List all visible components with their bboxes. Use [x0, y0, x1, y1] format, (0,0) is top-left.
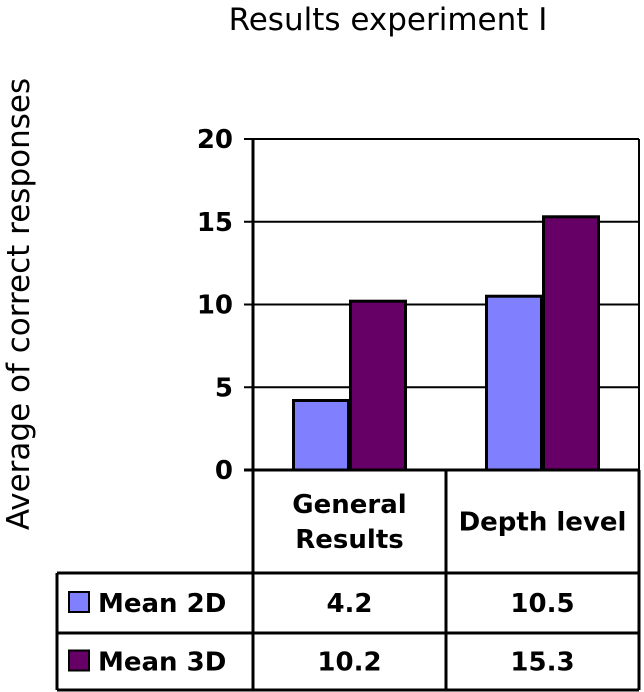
- plot-area: 0 5 10 15 20: [197, 125, 640, 486]
- y-tick-label: 0: [215, 456, 233, 486]
- bar: [292, 398, 350, 472]
- series-name: Mean 3D: [98, 648, 226, 678]
- y-tick-label: 15: [197, 208, 233, 238]
- category-label: Depth level: [459, 508, 627, 538]
- data-value: 15.3: [510, 648, 574, 678]
- data-value: 10.5: [510, 589, 574, 619]
- category-label: Results: [295, 525, 403, 555]
- chart-title: Results experiment I: [229, 2, 548, 38]
- bar: [485, 294, 543, 472]
- y-axis-label: Average of correct responses: [1, 78, 37, 530]
- bar: [349, 299, 407, 472]
- data-table: General Results Depth level Mean 2D 4.2 10.5 M…: [55, 470, 641, 692]
- data-value: 4.2: [326, 589, 372, 619]
- y-tick-label: 20: [197, 125, 233, 155]
- y-tick-label: 5: [215, 373, 233, 403]
- category-label: General: [292, 490, 406, 520]
- legend-swatch: [68, 591, 90, 613]
- y-tick-label: 10: [197, 291, 233, 321]
- series-name: Mean 2D: [98, 589, 226, 619]
- bar: [542, 215, 600, 472]
- legend-swatch: [68, 649, 90, 672]
- data-value: 10.2: [317, 648, 381, 678]
